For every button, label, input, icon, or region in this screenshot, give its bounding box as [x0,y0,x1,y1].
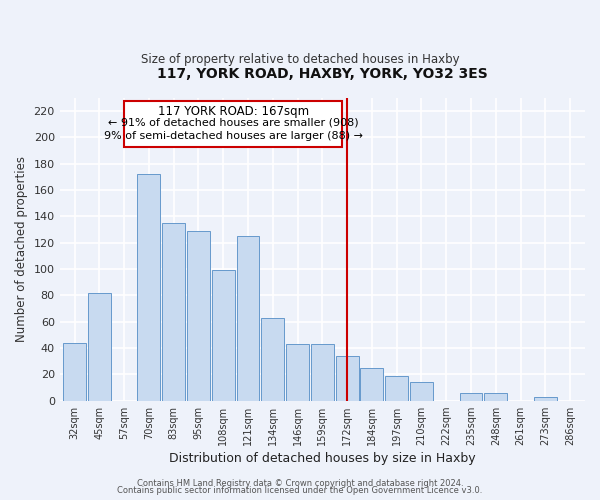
Bar [286,344,309,401]
Bar [162,223,185,400]
Bar [534,396,557,400]
Text: ← 91% of detached houses are smaller (908): ← 91% of detached houses are smaller (90… [108,118,358,128]
Bar [484,393,507,400]
Bar [385,376,408,400]
Bar [137,174,160,400]
FancyBboxPatch shape [124,100,342,146]
Bar [460,393,482,400]
Bar [187,231,210,400]
X-axis label: Distribution of detached houses by size in Haxby: Distribution of detached houses by size … [169,452,476,465]
Bar [212,270,235,400]
Bar [311,344,334,401]
Bar [63,343,86,400]
Bar [262,318,284,400]
Bar [361,368,383,400]
Text: 9% of semi-detached houses are larger (88) →: 9% of semi-detached houses are larger (8… [104,131,362,141]
Text: Contains HM Land Registry data © Crown copyright and database right 2024.: Contains HM Land Registry data © Crown c… [137,478,463,488]
Bar [88,293,111,401]
Bar [336,356,359,401]
Y-axis label: Number of detached properties: Number of detached properties [15,156,28,342]
Bar [236,236,259,400]
Text: Contains public sector information licensed under the Open Government Licence v3: Contains public sector information licen… [118,486,482,495]
Text: 117 YORK ROAD: 167sqm: 117 YORK ROAD: 167sqm [158,104,308,118]
Bar [410,382,433,400]
Title: 117, YORK ROAD, HAXBY, YORK, YO32 3ES: 117, YORK ROAD, HAXBY, YORK, YO32 3ES [157,68,488,82]
Text: Size of property relative to detached houses in Haxby: Size of property relative to detached ho… [140,52,460,66]
